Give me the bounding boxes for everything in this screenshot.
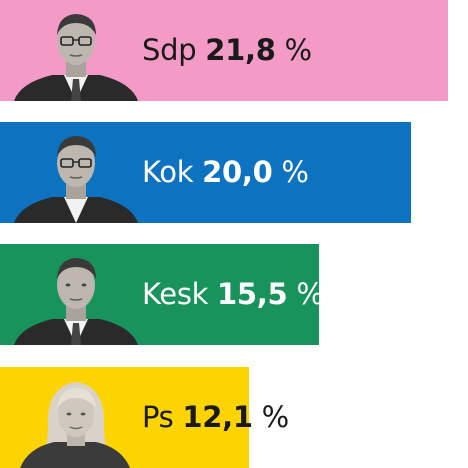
unit-label: % xyxy=(275,32,313,67)
data-label: 15,5 xyxy=(217,276,288,311)
data-label: 12,1 xyxy=(182,399,253,434)
data-label: 20,0 xyxy=(202,154,273,189)
party-name: Kok xyxy=(142,154,203,189)
party-name: Sdp xyxy=(142,32,206,67)
politician-portrait-icon xyxy=(10,245,140,345)
unit-label: % xyxy=(287,276,324,311)
unit-label: % xyxy=(272,154,309,189)
bar-label-kok: Kok 20,0 % xyxy=(142,154,309,189)
party-name: Kesk xyxy=(142,276,218,311)
politician-portrait-icon xyxy=(10,1,140,101)
bar-ps: Ps 12,1 % xyxy=(0,367,289,468)
data-label: 21,8 xyxy=(205,32,276,67)
bar-label-ps: Ps 12,1 % xyxy=(142,399,290,434)
unit-label: % xyxy=(252,399,290,434)
party-name: Ps xyxy=(142,399,183,434)
politician-portrait-icon xyxy=(10,368,140,468)
bar-label-kesk: Kesk 15,5 % xyxy=(142,276,324,311)
bar-label-sdp: Sdp 21,8 % xyxy=(142,32,313,67)
politician-portrait-icon xyxy=(10,123,140,223)
bar-sdp: Sdp 21,8 % xyxy=(0,0,448,101)
bar-kesk: Kesk 15,5 % xyxy=(0,244,324,345)
bar-kok: Kok 20,0 % xyxy=(0,122,411,223)
